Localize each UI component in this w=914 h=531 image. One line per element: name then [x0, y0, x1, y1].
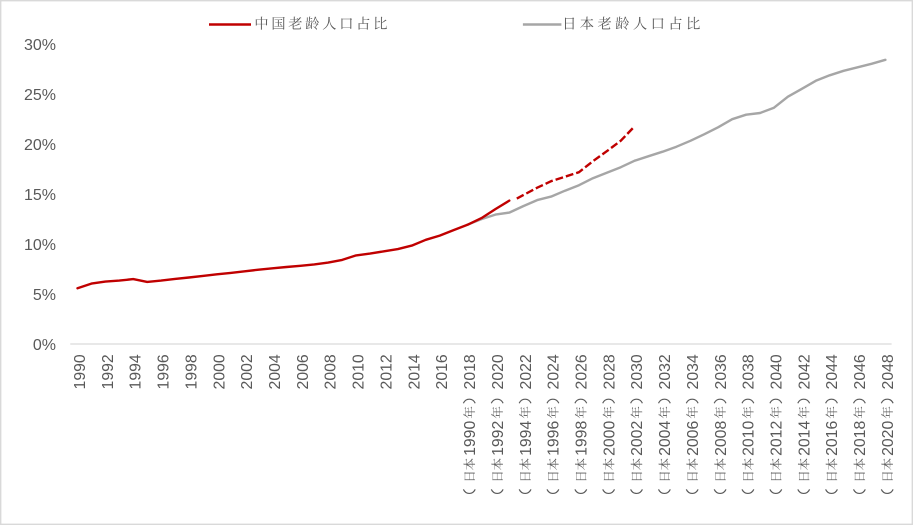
- svg-text:2006: 2006: [685, 421, 702, 456]
- svg-text:2030: 2030: [629, 354, 646, 389]
- svg-text:2012: 2012: [378, 354, 395, 389]
- svg-text:1994: 1994: [128, 354, 145, 389]
- svg-text:1990: 1990: [462, 421, 479, 456]
- svg-text:1998: 1998: [573, 421, 590, 456]
- svg-text:2040: 2040: [768, 354, 785, 389]
- svg-text:2010: 2010: [741, 421, 758, 456]
- svg-text:2014: 2014: [406, 354, 423, 389]
- svg-text:2042: 2042: [796, 354, 813, 389]
- svg-text:2032: 2032: [657, 354, 674, 389]
- svg-text:0%: 0%: [33, 337, 56, 354]
- svg-text:2006: 2006: [295, 354, 312, 389]
- svg-text:5%: 5%: [33, 287, 56, 304]
- svg-text:2014: 2014: [796, 421, 813, 456]
- svg-text:2008: 2008: [713, 421, 730, 456]
- svg-text:2004: 2004: [267, 354, 284, 389]
- svg-text:15%: 15%: [24, 187, 56, 204]
- svg-text:2016: 2016: [434, 354, 451, 389]
- svg-text:20%: 20%: [24, 137, 56, 154]
- svg-text:1992: 1992: [100, 354, 117, 389]
- svg-text:1994: 1994: [518, 421, 535, 456]
- svg-text:2034: 2034: [685, 354, 702, 389]
- svg-text:10%: 10%: [24, 237, 56, 254]
- svg-text:2016: 2016: [824, 421, 841, 456]
- svg-text:2002: 2002: [629, 421, 646, 456]
- svg-text:2000: 2000: [211, 354, 228, 389]
- svg-text:1998: 1998: [183, 354, 200, 389]
- svg-text:2010: 2010: [351, 354, 368, 389]
- svg-text:2038: 2038: [741, 354, 758, 389]
- svg-text:2046: 2046: [852, 354, 869, 389]
- svg-text:2012: 2012: [768, 421, 785, 456]
- svg-text:2048: 2048: [880, 354, 897, 389]
- svg-text:2020: 2020: [490, 354, 507, 389]
- svg-text:1996: 1996: [546, 421, 563, 456]
- svg-text:2008: 2008: [323, 354, 340, 389]
- svg-text:2022: 2022: [518, 354, 535, 389]
- svg-text:2004: 2004: [657, 421, 674, 456]
- svg-text:1990: 1990: [72, 354, 89, 389]
- svg-text:2000: 2000: [601, 421, 618, 456]
- svg-text:2018: 2018: [852, 421, 869, 456]
- svg-text:2024: 2024: [546, 354, 563, 389]
- svg-text:2020: 2020: [880, 421, 897, 456]
- svg-text:2018: 2018: [462, 354, 479, 389]
- svg-text:2044: 2044: [824, 354, 841, 389]
- svg-text:2026: 2026: [573, 354, 590, 389]
- svg-text:30%: 30%: [24, 37, 56, 54]
- svg-text:1996: 1996: [156, 354, 173, 389]
- svg-text:2036: 2036: [713, 354, 730, 389]
- svg-text:25%: 25%: [24, 87, 56, 104]
- svg-text:2028: 2028: [601, 354, 618, 389]
- svg-text:2002: 2002: [239, 354, 256, 389]
- svg-text:1992: 1992: [490, 421, 507, 456]
